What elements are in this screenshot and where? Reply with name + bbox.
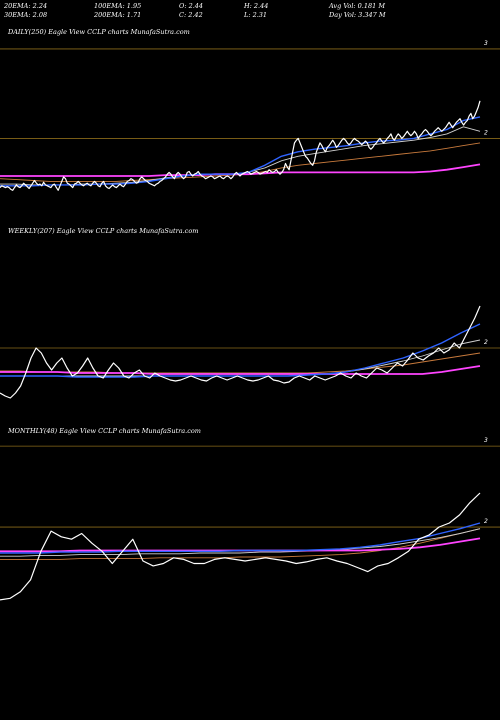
daily-ema200-line [0,163,481,177]
daily-ema20-line [0,116,481,187]
ema200-value: 200EMA: 1.71 [94,11,142,19]
weekly-ema100-line [0,352,481,374]
monthly-chart: 32 [0,437,500,601]
low-value: L: 2.31 [244,11,268,19]
weekly-ema20-line [0,323,481,378]
close-value: C: 2.42 [179,11,203,19]
weekly-chart: 2 [0,305,500,399]
ema30-value: 30EMA: 2.08 [4,11,48,19]
monthly-chart-label: MONTHLY(48) Eagle View CCLP charts Munaf… [8,427,201,435]
monthly-tick-label: 2 [484,518,488,525]
weekly-chart-label: WEEKLY(207) Eagle View CCLP charts Munaf… [8,227,199,235]
daily-tick-label: 3 [484,40,488,47]
monthly-ema20-line [0,522,481,554]
weekly-tick-label: 2 [484,339,488,346]
ema20-value: 20EMA: 2.24 [4,2,48,10]
monthly-ema30-line [0,528,481,557]
monthly-ema100-line [0,528,481,560]
ema100-value: 100EMA: 1.95 [94,2,142,10]
daily-tick-label: 2 [484,129,488,136]
weekly-price-line [0,305,481,399]
indicator-summary: 20EMA: 2.24 100EMA: 1.95 O: 2.44 H: 2.44… [4,2,494,22]
daily-price-line [0,100,481,191]
day-volume: Day Vol: 3.347 M [329,11,386,19]
monthly-price-line [0,492,481,601]
avg-volume: Avg Vol: 0.181 M [329,2,386,10]
daily-chart: 32 [0,40,500,191]
daily-chart-label: DAILY(250) Eagle View CCLP charts Munafa… [8,28,190,36]
weekly-ema30-line [0,339,481,377]
weekly-ema200-line [0,365,481,375]
open-value: O: 2.44 [179,2,204,10]
monthly-tick-label: 3 [484,437,488,444]
high-value: H: 2.44 [244,2,269,10]
